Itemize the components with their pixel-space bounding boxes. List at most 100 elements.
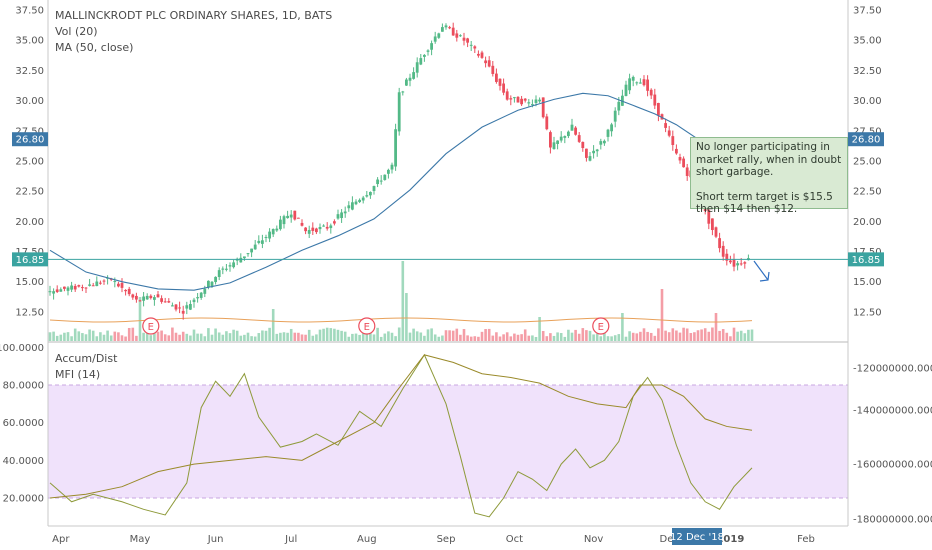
volume-bar-26: [142, 332, 145, 341]
candlesticks: [48, 22, 750, 320]
candle-body-71: [304, 227, 307, 232]
candle-body-121: [484, 60, 487, 64]
time-tick-4: Aug: [357, 534, 377, 545]
volume-bar-134: [531, 335, 534, 341]
volume-bar-156: [610, 336, 613, 341]
chart-title: MALLINCKRODT PLC ORDINARY SHARES, 1D, BA…: [55, 9, 332, 22]
volume-bar-146: [574, 329, 577, 341]
candle-body-30: [156, 294, 160, 298]
volume-bar-92: [379, 336, 383, 341]
volume-bar-12: [91, 330, 95, 341]
price-tick-right-4: 22.50: [853, 187, 882, 198]
candle-body-29: [153, 297, 156, 300]
candle-body-14: [99, 282, 102, 284]
candle-body-83: [347, 205, 351, 209]
candle-body-38: [185, 305, 189, 309]
volume-bar-130: [516, 334, 520, 341]
volume-bar-138: [545, 336, 549, 341]
candle-body-44: [207, 280, 210, 288]
candle-body-65: [282, 216, 286, 225]
volume-bar-41: [196, 333, 199, 341]
mfi-band: [48, 385, 848, 498]
candle-body-33: [167, 301, 171, 303]
candle-body-31: [160, 298, 163, 302]
volume-bar-118: [473, 336, 477, 341]
volume-bar-55: [246, 332, 250, 341]
volume-bar-186: [718, 330, 721, 341]
candle-body-99: [405, 79, 408, 86]
legend-ma[interactable]: MA (50, close): [55, 41, 133, 54]
candle-body-18: [113, 281, 117, 283]
candle-body-184: [711, 218, 714, 231]
volume-bar-25: [138, 297, 142, 341]
volume-bar-57: [253, 336, 257, 341]
candle-body-21: [124, 289, 127, 292]
volume-bar-151: [592, 334, 595, 341]
projection-arrow-icon: [753, 260, 770, 282]
volume-bar-119: [477, 336, 480, 341]
candle-body-137: [541, 97, 545, 118]
volume-bar-67: [289, 328, 293, 341]
candle-body-10: [84, 287, 88, 289]
volume-bar-125: [498, 336, 502, 341]
candle-body-58: [257, 240, 261, 244]
candle-body-161: [628, 78, 631, 91]
volume-bar-101: [412, 328, 415, 341]
volume-bar-152: [595, 333, 599, 341]
candle-body-123: [491, 65, 495, 74]
candle-body-108: [437, 33, 441, 38]
candle-body-110: [444, 25, 448, 28]
last-price-tag-right: 16.85: [848, 252, 884, 267]
candle-body-8: [77, 285, 81, 287]
candle-body-166: [646, 79, 649, 91]
legend-volume[interactable]: Vol (20): [55, 25, 98, 38]
volume-bar-171: [664, 330, 667, 341]
volume-bar-23: [131, 327, 135, 341]
volume-bar-54: [243, 334, 246, 341]
candle-body-153: [599, 141, 603, 145]
price-tick-left-4: 22.50: [15, 187, 44, 198]
trade-idea-note[interactable]: No longer participating in market rally,…: [690, 137, 848, 215]
candle-body-0: [48, 291, 52, 293]
price-tick-right-1: 15.00: [853, 277, 882, 288]
candle-body-60: [264, 237, 268, 239]
candle-body-192: [739, 263, 743, 265]
volume-bar-14: [99, 332, 102, 341]
candle-body-66: [286, 215, 289, 219]
candle-body-158: [617, 101, 621, 111]
candle-body-188: [725, 253, 729, 261]
volume-bar-72: [307, 329, 311, 341]
legend-accum-dist[interactable]: Accum/Dist: [55, 352, 118, 365]
volume-bar-47: [217, 332, 221, 341]
volume-bar-88: [365, 330, 369, 341]
volume-ma-line: [49, 317, 753, 323]
candle-body-100: [408, 77, 412, 81]
candle-body-117: [469, 44, 473, 46]
candle-body-125: [498, 78, 502, 86]
candle-body-1: [52, 291, 55, 294]
candle-body-107: [433, 36, 437, 42]
volume-bar-142: [559, 333, 563, 341]
candle-body-134: [531, 104, 534, 106]
last-price-tag-left: 16.85: [12, 252, 48, 267]
candle-body-141: [556, 140, 559, 144]
candle-body-43: [203, 288, 207, 294]
volume-bar-121: [484, 329, 487, 341]
volume-bar-162: [631, 332, 635, 341]
volume-bar-18: [113, 331, 117, 341]
legend-mfi[interactable]: MFI (14): [55, 368, 100, 381]
price-tick-right-10: 37.50: [853, 6, 882, 17]
candle-body-146: [574, 127, 577, 135]
price-tick-left-6: 27.50: [15, 126, 44, 137]
candle-body-114: [459, 35, 462, 37]
volume-bar-150: [588, 330, 592, 341]
earnings-marker-3: [592, 317, 610, 335]
volume-bar-8: [77, 331, 81, 341]
volume-bar-136: [538, 317, 541, 341]
volume-bar-39: [189, 335, 192, 341]
volume-bar-132: [523, 329, 527, 341]
candle-body-37: [181, 310, 185, 314]
candle-body-157: [613, 110, 617, 122]
